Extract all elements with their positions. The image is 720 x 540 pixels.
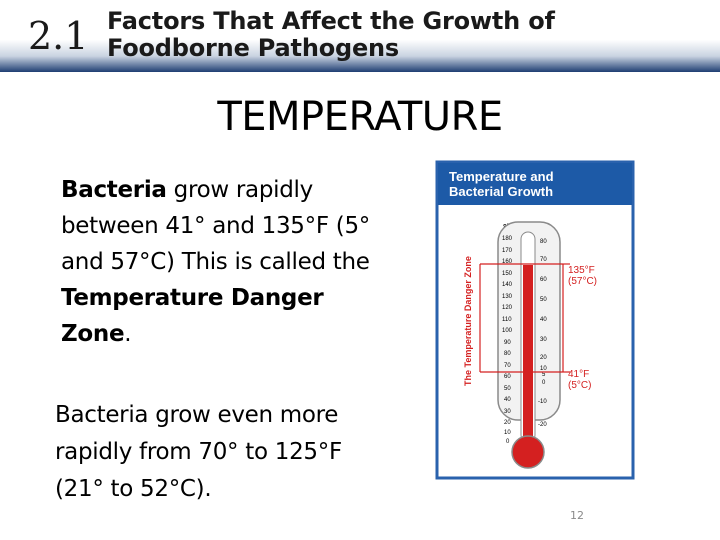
bold-bacteria: Bacteria [61,177,167,203]
c-tick-label: 50 [540,297,547,303]
f-tick-label: 50 [504,386,511,392]
c-tick-label: 60 [540,277,547,283]
f-tick-label: 100 [502,328,513,334]
f-tick-label: 30 [504,409,511,415]
f-tick-label: 40 [504,397,511,403]
slide-heading: TEMPERATURE [217,94,503,140]
c-tick-label: 5 [542,372,546,378]
f-tick-label: 150 [502,271,513,277]
figure-title-bar [438,163,632,205]
c-tick-label: 40 [540,317,547,323]
paragraph-text-1: grow rapidly between 41° and 135°F (5° a… [61,177,370,275]
bold-danger-zone: Temperature Danger Zone [61,285,324,347]
f-tick-label: 80 [504,351,511,357]
c-scale: 80 70 60 50 40 30 20 10 5 0 -10 -20 [538,239,547,428]
f-tick-label: 120 [502,305,513,311]
f-tick-label: 140 [502,282,513,288]
c-tick-label: 10 [540,366,547,372]
c-tick-label: -10 [538,399,547,405]
section-title: Factors That Affect the Growth of Foodbo… [107,8,555,62]
c-tick-label: 70 [540,257,547,263]
page-number: 12 [570,509,584,522]
c-tick-label: 20 [540,355,547,361]
f-tick-label: 130 [502,294,513,300]
upper-limit-c-label: (57°C) [568,276,597,287]
c-tick-label: 0 [542,380,546,386]
figure-title-line-2: Bacterial Growth [449,184,553,199]
mercury-column [523,265,533,447]
lower-limit-c-label: (5°C) [568,380,591,391]
c-tick-label: 30 [540,337,547,343]
thermometer-bulb [511,435,545,469]
f-tick-label: 180 [502,236,513,242]
f-scale: 180 170 160 150 140 130 120 110 100 90 8… [502,236,513,445]
f-tick-label: 20 [504,420,511,426]
paragraph-rapid-growth: Bacteria grow even more rapidly from 70°… [55,402,342,502]
paragraph-danger-zone: Bacteria grow rapidly between 41° and 13… [61,172,391,352]
f-tick-label: 170 [502,248,513,254]
c-tick-label: -20 [538,422,547,428]
f-tick-label: 0 [506,439,510,445]
f-tick-label: 10 [504,430,511,436]
f-tick-label: 90 [504,340,511,346]
f-tick-label: 160 [502,259,513,265]
upper-limit-f-label: 135°F [568,265,595,276]
lower-limit-f-label: 41°F [568,369,589,380]
section-number: 2.1 [28,14,89,58]
thermometer-svg: Temperature and Bacterial Growth °F °C 1… [435,160,635,480]
danger-zone-label: The Temperature Danger Zone [463,256,473,386]
section-title-line-1: Factors That Affect the Growth of [107,7,555,35]
slide-header: 2.1 Factors That Affect the Growth of Fo… [0,0,720,72]
c-tick-label: 80 [540,239,547,245]
section-title-line-2: Foodborne Pathogens [107,34,400,62]
paragraph-text-2: . [124,321,132,347]
f-tick-label: 110 [502,317,512,323]
f-tick-label: 60 [504,374,511,380]
figure-title-line-1: Temperature and [449,169,554,184]
thermometer-figure: Temperature and Bacterial Growth °F °C 1… [435,160,635,480]
f-tick-label: 70 [504,363,511,369]
danger-zone-bracket [479,263,570,373]
